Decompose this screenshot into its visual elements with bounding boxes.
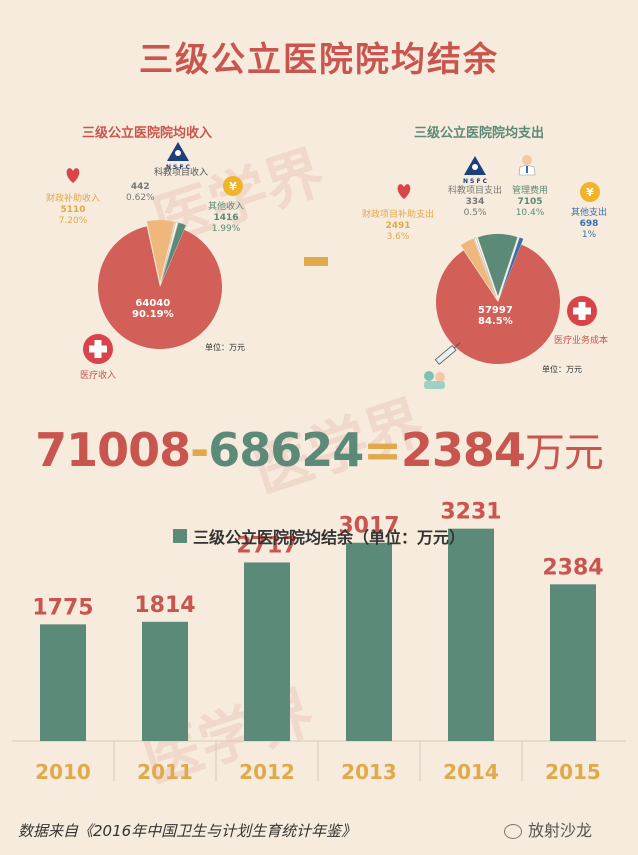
bar-chart-title: 三级公立医院院均结余（单位：万元） bbox=[192, 528, 465, 547]
expense-pie-slice-3 bbox=[477, 234, 518, 297]
income-coin-icon-glyph: ¥ bbox=[229, 180, 237, 193]
income-label-medical: 64040 90.19% bbox=[132, 298, 174, 320]
bar-2013 bbox=[346, 542, 392, 741]
expense-label-fiscal: 财政项目补助支出 2491 3.6% bbox=[362, 210, 435, 242]
income-heart-icon bbox=[66, 168, 80, 183]
bar-category-label: 2011 bbox=[137, 760, 193, 784]
wechat-icon bbox=[504, 824, 522, 839]
expense-label-research: 科教项目支出 334 0.5% bbox=[448, 186, 503, 218]
bar-category-label: 2013 bbox=[341, 760, 397, 784]
expense-pie-slice-0 bbox=[435, 244, 560, 364]
equation-result: 2384 bbox=[400, 423, 526, 477]
bar-category-label: 2014 bbox=[443, 760, 499, 784]
income-nsfc-logo-icon-text: N S F C bbox=[166, 164, 191, 171]
data-source-note: 数据来自《2016年中国卫生与计划生育统计年鉴》 bbox=[18, 822, 357, 840]
expense-pie-slice-4 bbox=[500, 237, 524, 297]
income-pie-slice-3 bbox=[161, 222, 186, 283]
income-label-medical-name: 医疗收入 bbox=[80, 371, 117, 381]
nurses-icon-b bbox=[435, 372, 445, 382]
expense-red-cross-icon-h bbox=[573, 307, 591, 315]
equation-minus: - bbox=[190, 423, 209, 477]
income-label-fiscal: 财政补助收入 5110 7.20% bbox=[46, 194, 101, 226]
bar-2010 bbox=[40, 624, 86, 741]
income-nsfc-logo-icon: N S F C bbox=[166, 142, 191, 171]
brand-label: 放射沙龙 bbox=[504, 817, 592, 841]
bar-value-label: 3017 bbox=[338, 514, 399, 539]
income-pie-slice-0 bbox=[97, 226, 222, 349]
expense-doctor-icon bbox=[518, 155, 536, 176]
legend-swatch bbox=[172, 529, 187, 543]
income-coin-icon-disc bbox=[223, 176, 243, 196]
minus-sign-icon bbox=[304, 257, 328, 266]
income-unit-label: 单位：万元 bbox=[205, 343, 245, 352]
expense-doctor-icon-head bbox=[522, 155, 532, 165]
expense-label-admin: 管理费用 7105 10.4% bbox=[512, 186, 549, 218]
bar-value-label: 3231 bbox=[440, 500, 501, 525]
bar-value-label: 2384 bbox=[542, 555, 603, 580]
equation-income: 71008 bbox=[35, 423, 191, 477]
bar-value-label: 2717 bbox=[236, 533, 297, 558]
equation: 71008-68624=2384万元 bbox=[0, 420, 638, 478]
syringe-icon bbox=[434, 342, 461, 365]
expense-nsfc-logo-icon-text: N S F C bbox=[463, 178, 488, 185]
expense-nsfc-logo-icon: N S F C bbox=[463, 156, 488, 185]
bar-value-label: 1814 bbox=[134, 593, 195, 618]
income-pie-title: 三级公立医院院均收入 bbox=[82, 126, 213, 141]
equation-unit: 万元 bbox=[524, 430, 604, 476]
bar-chart: 1775 2010 1814 2011 2717 2012 3017 2013 3231 2014… bbox=[12, 500, 626, 784]
income-label-research: 442 0.62% bbox=[126, 182, 155, 203]
expense-label-medical-name: 医疗业务成本 bbox=[554, 336, 609, 346]
expense-unit-label: 单位：万元 bbox=[542, 365, 582, 374]
expense-coin-icon: ¥ bbox=[580, 182, 600, 202]
equation-equals: = bbox=[363, 423, 402, 477]
expense-doctor-icon-tie bbox=[526, 166, 528, 173]
bar-2012 bbox=[244, 562, 290, 741]
income-nsfc-logo-icon-dot bbox=[175, 150, 181, 156]
expense-nsfc-logo-icon-dot bbox=[472, 164, 478, 170]
expense-pie-slice-2 bbox=[473, 237, 497, 297]
expense-coin-icon-disc bbox=[580, 182, 600, 202]
bar-value-label: 1775 bbox=[32, 595, 93, 620]
bar-chart-legend: 三级公立医院院均结余（单位：万元） bbox=[0, 524, 638, 548]
income-pie-slice-1 bbox=[146, 220, 175, 283]
brand-name: 放射沙龙 bbox=[528, 821, 593, 840]
bar-category-label: 2012 bbox=[239, 760, 295, 784]
expense-label-medical: 57997 84.5% bbox=[478, 305, 513, 327]
income-pie-slice-2 bbox=[160, 221, 179, 283]
syringe-icon-needle bbox=[453, 342, 461, 349]
bar-2014 bbox=[448, 528, 494, 741]
page-title: 三级公立医院院均结余 bbox=[139, 40, 499, 80]
income-red-cross-icon-h bbox=[89, 345, 107, 353]
expense-red-cross-icon bbox=[567, 296, 597, 326]
expense-pie-title: 三级公立医院院均支出 bbox=[414, 126, 545, 141]
bar-2015 bbox=[550, 584, 596, 741]
equation-expense: 68624 bbox=[208, 423, 364, 477]
syringe-icon-barrel bbox=[434, 344, 457, 365]
nurses-icon bbox=[424, 371, 445, 389]
expense-heart-icon bbox=[397, 184, 411, 199]
expense-coin-icon-glyph: ¥ bbox=[586, 186, 594, 199]
income-coin-icon: ¥ bbox=[223, 176, 243, 196]
bar-2011 bbox=[142, 621, 188, 741]
expense-label-other: 其他支出 698 1% bbox=[571, 208, 608, 240]
income-label-research-name: 科教项目收入 bbox=[154, 168, 209, 178]
nurses-icon-a bbox=[424, 371, 434, 381]
nurses-icon-body bbox=[424, 381, 445, 389]
income-red-cross-icon bbox=[83, 334, 113, 364]
expense-pie-slice-1 bbox=[460, 238, 496, 297]
income-label-other: 其他收入 1416 1.99% bbox=[208, 202, 245, 234]
bar-category-label: 2010 bbox=[35, 760, 91, 784]
bar-category-label: 2015 bbox=[545, 760, 601, 784]
